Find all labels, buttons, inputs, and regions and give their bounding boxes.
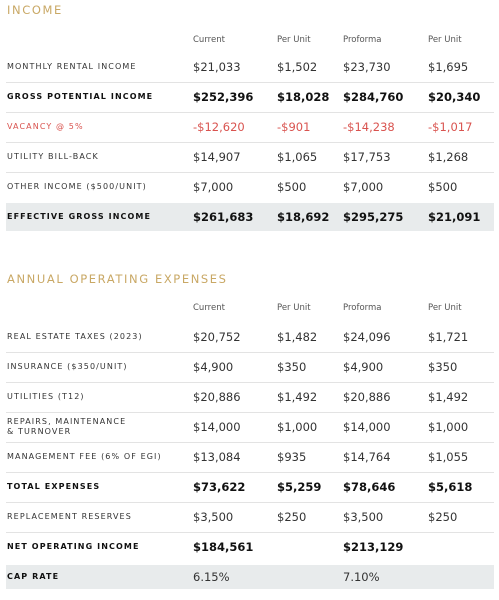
cell-value: $500 bbox=[277, 180, 307, 194]
cell-value: 6.15% bbox=[193, 570, 230, 584]
cell-value: $350 bbox=[428, 360, 458, 374]
column-header: Current bbox=[193, 303, 225, 313]
cell-value: $21,091 bbox=[428, 210, 481, 224]
row-divider bbox=[6, 442, 494, 443]
cell-value: $4,900 bbox=[343, 360, 384, 374]
cell-value: $1,695 bbox=[428, 60, 469, 74]
row-divider bbox=[6, 82, 494, 83]
cell-value: $1,721 bbox=[428, 330, 469, 344]
column-header: Per Unit bbox=[428, 303, 462, 313]
cell-value: $935 bbox=[277, 450, 307, 464]
cell-value: $1,065 bbox=[277, 150, 318, 164]
cell-value: $78,646 bbox=[343, 480, 396, 494]
column-header: Per Unit bbox=[277, 303, 311, 313]
row-label: CAP RATE bbox=[7, 572, 60, 581]
cell-value: $14,000 bbox=[343, 420, 391, 434]
cell-value: $4,900 bbox=[193, 360, 234, 374]
cell-value: $295,275 bbox=[343, 210, 404, 224]
cell-value: $1,502 bbox=[277, 60, 318, 74]
cell-value: $13,084 bbox=[193, 450, 241, 464]
column-header: Current bbox=[193, 35, 225, 45]
row-divider bbox=[6, 532, 494, 533]
column-header: Per Unit bbox=[277, 35, 311, 45]
cell-value: $73,622 bbox=[193, 480, 246, 494]
row-divider bbox=[6, 412, 494, 413]
cell-value: $20,886 bbox=[343, 390, 391, 404]
cell-value: $500 bbox=[428, 180, 458, 194]
cell-value: $24,096 bbox=[343, 330, 391, 344]
cell-value: $1,492 bbox=[277, 390, 318, 404]
row-divider bbox=[6, 112, 494, 113]
row-divider bbox=[6, 142, 494, 143]
cell-value: $284,760 bbox=[343, 90, 404, 104]
cell-value: $7,000 bbox=[193, 180, 234, 194]
row-highlight bbox=[6, 203, 494, 231]
row-divider bbox=[6, 352, 494, 353]
cell-value: $14,764 bbox=[343, 450, 391, 464]
cell-value: $250 bbox=[277, 510, 307, 524]
row-divider bbox=[6, 502, 494, 503]
cell-value: $17,753 bbox=[343, 150, 391, 164]
row-divider bbox=[6, 382, 494, 383]
row-divider bbox=[6, 472, 494, 473]
section-title: INCOME bbox=[7, 3, 63, 17]
column-header: Proforma bbox=[343, 35, 382, 45]
row-label: REPAIRS, MAINTENANCE & TURNOVER bbox=[7, 417, 127, 436]
row-highlight bbox=[6, 565, 494, 589]
row-label: EFFECTIVE GROSS INCOME bbox=[7, 212, 152, 221]
cell-value: $1,268 bbox=[428, 150, 469, 164]
cell-value: $18,692 bbox=[277, 210, 330, 224]
row-label: VACANCY @ 5% bbox=[7, 122, 84, 131]
column-header: Proforma bbox=[343, 303, 382, 313]
cell-value: $261,683 bbox=[193, 210, 254, 224]
cell-value: $20,752 bbox=[193, 330, 241, 344]
row-label: INSURANCE ($350/UNIT) bbox=[7, 362, 128, 371]
row-label: OTHER INCOME ($500/UNIT) bbox=[7, 182, 147, 191]
row-label: MONTHLY RENTAL INCOME bbox=[7, 62, 137, 71]
cell-value: $213,129 bbox=[343, 540, 404, 554]
cell-value: $184,561 bbox=[193, 540, 254, 554]
cell-value: $5,259 bbox=[277, 480, 322, 494]
cell-value: $3,500 bbox=[193, 510, 234, 524]
row-label: REAL ESTATE TAXES (2023) bbox=[7, 332, 143, 341]
cell-value: $3,500 bbox=[343, 510, 384, 524]
cell-value: $21,033 bbox=[193, 60, 241, 74]
cell-value: $5,618 bbox=[428, 480, 473, 494]
cell-value: $14,907 bbox=[193, 150, 241, 164]
row-divider bbox=[6, 172, 494, 173]
row-label: REPLACEMENT RESERVES bbox=[7, 512, 132, 521]
cell-value: -$1,017 bbox=[428, 120, 473, 134]
cell-value: -$12,620 bbox=[193, 120, 245, 134]
cell-value: $250 bbox=[428, 510, 458, 524]
row-label: GROSS POTENTIAL INCOME bbox=[7, 92, 154, 101]
cell-value: 7.10% bbox=[343, 570, 380, 584]
cell-value: $20,340 bbox=[428, 90, 481, 104]
cell-value: $1,000 bbox=[277, 420, 318, 434]
cell-value: $7,000 bbox=[343, 180, 384, 194]
row-label: MANAGEMENT FEE (6% OF EGI) bbox=[7, 452, 162, 461]
cell-value: -$901 bbox=[277, 120, 311, 134]
row-label: UTILITY BILL-BACK bbox=[7, 152, 99, 161]
cell-value: $1,492 bbox=[428, 390, 469, 404]
cell-value: $18,028 bbox=[277, 90, 330, 104]
cell-value: $1,055 bbox=[428, 450, 469, 464]
cell-value: $1,000 bbox=[428, 420, 469, 434]
row-label: TOTAL EXPENSES bbox=[7, 482, 101, 491]
column-header: Per Unit bbox=[428, 35, 462, 45]
cell-value: $20,886 bbox=[193, 390, 241, 404]
row-label: NET OPERATING INCOME bbox=[7, 542, 140, 551]
cell-value: $350 bbox=[277, 360, 307, 374]
section-title: ANNUAL OPERATING EXPENSES bbox=[7, 272, 228, 286]
cell-value: $23,730 bbox=[343, 60, 391, 74]
cell-value: -$14,238 bbox=[343, 120, 395, 134]
cell-value: $1,482 bbox=[277, 330, 318, 344]
cell-value: $252,396 bbox=[193, 90, 254, 104]
cell-value: $14,000 bbox=[193, 420, 241, 434]
row-label: UTILITIES (T12) bbox=[7, 392, 85, 401]
